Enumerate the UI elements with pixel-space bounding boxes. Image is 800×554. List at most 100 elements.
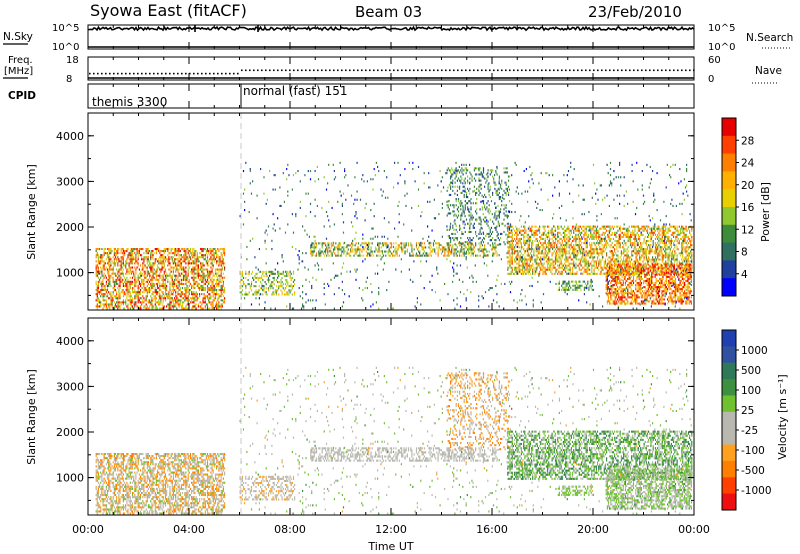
power-cell [160,254,162,257]
power-cell [192,248,194,251]
freq-label-line1: Freq. [8,55,33,66]
power-cell [472,224,474,227]
power-cell [187,272,189,275]
power-cell [133,274,135,277]
power-cell [649,248,651,251]
power-cell [149,289,151,292]
power-cell [392,252,394,255]
power-cell [601,225,603,228]
power-cell [544,229,546,232]
power-cell [582,256,584,259]
power-cell [586,262,588,265]
power-cell [121,262,123,265]
power-cell [147,278,149,281]
power-cell [583,250,585,253]
power-cell [197,305,199,308]
power-cell [290,283,292,286]
power-cell [560,266,562,269]
power-cell [260,276,262,279]
power-cell [578,225,580,228]
power-cell [185,293,187,296]
power-cell [526,235,528,238]
power-cell [126,248,128,251]
power-cell [514,246,516,249]
power-cell [206,256,209,259]
power-cell [519,256,521,259]
power-cell [557,242,559,245]
power-cell [155,272,157,275]
power-cell [103,272,105,275]
power-cell [267,281,270,284]
power-cell [189,301,192,304]
power-cell [217,303,219,306]
power-cell [112,291,114,294]
power-cell [619,266,621,269]
power-cell [577,246,579,249]
power-cell [111,301,113,304]
power-cell [632,244,634,247]
power-cell [171,299,173,302]
power-cell [203,301,205,304]
power-cell [616,231,618,234]
power-cell [171,274,173,277]
power-cell [288,289,290,292]
power-cell [184,256,186,259]
nsearch-label: N.Search [746,32,793,44]
power-cell [480,226,482,229]
power-cell [487,169,489,172]
power-cell [455,173,457,176]
power-cell [534,260,536,263]
power-cell [99,270,101,273]
power-cell [191,291,193,294]
power-cell [430,254,432,257]
power-cell [241,289,243,292]
freq-point [501,69,503,72]
power-cell [319,252,321,255]
power-cell [570,262,572,265]
freq-point [121,72,123,75]
power-cell [494,183,496,186]
power-cell [554,256,557,259]
power-cell [128,272,130,275]
power-cell [454,248,456,251]
power-cell [355,252,357,255]
power-cell [201,266,203,269]
power-cell [111,305,113,308]
power-cell [172,282,174,285]
power-cell [96,266,98,269]
power-cell [219,258,221,261]
power-cell [185,274,187,277]
power-cell [634,266,636,269]
freq-point [533,69,535,72]
freq-point [545,69,547,72]
power-cell [637,248,639,251]
power-cell [523,270,525,273]
power-cell [534,272,536,275]
power-cell [585,225,587,228]
power-cell [543,266,545,269]
power-cell [516,266,518,269]
power-cell [187,262,189,265]
power-cell [209,301,211,304]
power-cell [495,183,497,186]
power-cell [288,272,290,275]
power-cell [645,242,647,245]
power-cell [109,293,111,296]
power-cell [593,250,595,253]
power-cell [510,260,512,263]
power-cell [194,282,196,285]
power-cell [386,246,388,249]
power-cell [122,293,124,296]
power-cell [493,177,495,180]
power-cell [202,256,204,259]
power-cell [221,260,223,263]
power-cell [121,258,123,261]
power-cell [135,291,137,294]
power-cell [400,242,402,245]
power-cell [105,299,107,302]
power-cell [183,256,185,259]
power-cell [142,280,144,283]
power-cell [152,293,154,296]
power-cell [95,289,97,292]
power-cell [224,299,226,302]
